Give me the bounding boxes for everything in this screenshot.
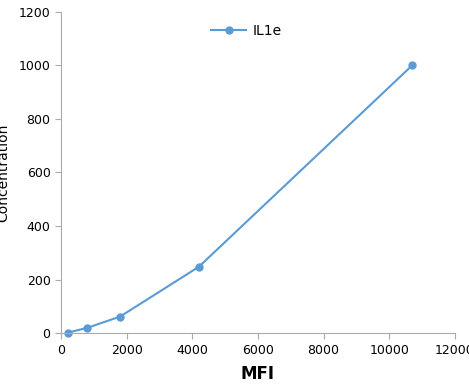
Line: IL1e: IL1e — [64, 62, 416, 336]
X-axis label: MFI: MFI — [241, 365, 275, 383]
IL1e — [196, 265, 202, 269]
IL1e — [84, 325, 90, 330]
Y-axis label: Concentration: Concentration — [0, 123, 10, 221]
IL1e — [409, 63, 415, 68]
IL1e — [117, 314, 123, 319]
Legend: IL1e: IL1e — [206, 19, 287, 44]
IL1e — [65, 330, 70, 335]
